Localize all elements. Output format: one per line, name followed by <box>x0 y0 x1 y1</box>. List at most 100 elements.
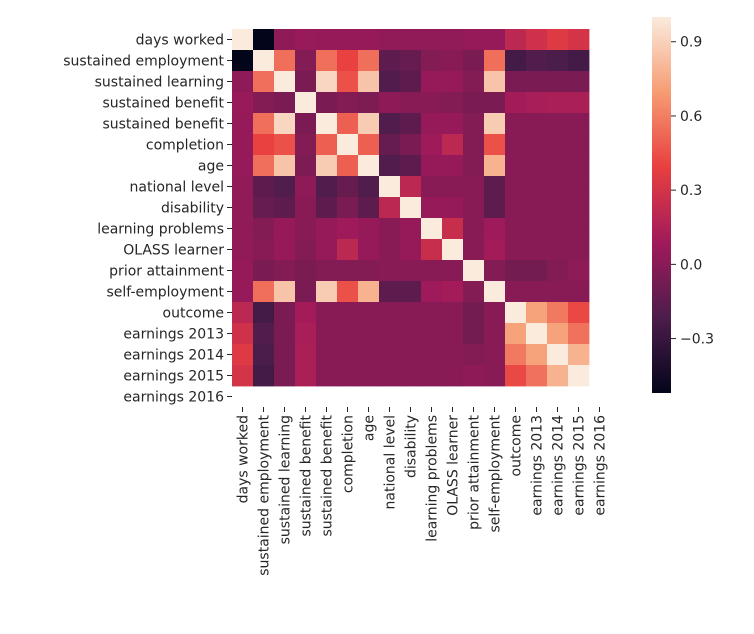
heatmap-cell <box>274 50 296 72</box>
heatmap-cell <box>400 113 422 135</box>
heatmap-cell <box>463 239 485 261</box>
row-tick-label: national level <box>130 180 224 196</box>
heatmap-cell <box>421 344 443 366</box>
heatmap-cell <box>316 176 338 198</box>
heatmap-cell <box>463 260 485 282</box>
heatmap-cell <box>505 365 527 387</box>
row-tick-label: earnings 2013 <box>123 327 224 343</box>
heatmap-cell <box>526 155 548 177</box>
heatmap-cell <box>400 281 422 303</box>
column-tick-label: earnings 2016 <box>593 415 609 516</box>
heatmap-cell <box>253 323 275 345</box>
heatmap-cell <box>274 302 296 324</box>
heatmap-cell <box>358 176 380 198</box>
heatmap-cell <box>568 323 590 345</box>
heatmap-cell <box>253 197 275 219</box>
row-tick-label: sustained benefit <box>102 96 224 112</box>
heatmap-cell <box>400 365 422 387</box>
colorbar-tick-label: 0.6 <box>680 109 702 125</box>
heatmap-cell <box>547 260 569 282</box>
heatmap-cell <box>526 302 548 324</box>
heatmap-cell <box>232 260 254 282</box>
heatmap-cell <box>295 176 317 198</box>
heatmap-cell <box>505 71 527 93</box>
heatmap-cell <box>253 71 275 93</box>
heatmap-cell <box>337 302 359 324</box>
heatmap-cell <box>379 365 401 387</box>
heatmap-cell <box>253 176 275 198</box>
heatmap-cell <box>337 197 359 219</box>
heatmap-cell <box>463 176 485 198</box>
heatmap-cell <box>442 29 464 51</box>
heatmap-cell <box>463 71 485 93</box>
heatmap-cell <box>568 176 590 198</box>
heatmap-cell <box>358 260 380 282</box>
heatmap-cell <box>295 344 317 366</box>
heatmap-cell <box>421 134 443 156</box>
row-tick-label: age <box>198 159 224 175</box>
heatmap-cell <box>442 197 464 219</box>
heatmap-cell <box>442 239 464 261</box>
heatmap-cell <box>274 281 296 303</box>
heatmap-cell <box>505 176 527 198</box>
row-tick-label: sustained learning <box>95 75 224 91</box>
column-tick-label: self-employment <box>488 415 504 533</box>
heatmap-cell <box>463 302 485 324</box>
heatmap-cell <box>568 134 590 156</box>
heatmap-cell <box>253 218 275 240</box>
heatmap-cell <box>295 281 317 303</box>
heatmap-cell <box>295 29 317 51</box>
heatmap-cell <box>421 155 443 177</box>
heatmap-cell <box>526 218 548 240</box>
column-tick-label: completion <box>341 415 357 493</box>
heatmap-cell <box>463 344 485 366</box>
heatmap-cell <box>568 344 590 366</box>
heatmap-cell <box>316 113 338 135</box>
heatmap-cell <box>463 92 485 114</box>
heatmap-cell <box>379 29 401 51</box>
heatmap-cell <box>547 134 569 156</box>
heatmap-cell <box>274 176 296 198</box>
heatmap-cell <box>295 113 317 135</box>
column-tick-label: sustained benefit <box>320 415 336 537</box>
heatmap-cell <box>379 113 401 135</box>
heatmap-cell <box>379 323 401 345</box>
heatmap-cell <box>568 71 590 93</box>
heatmap-cell <box>484 155 506 177</box>
heatmap-cell <box>337 155 359 177</box>
heatmap-cell <box>568 281 590 303</box>
heatmap-cell <box>379 344 401 366</box>
heatmap-cell <box>274 239 296 261</box>
heatmap-cell <box>484 302 506 324</box>
heatmap-cell <box>568 260 590 282</box>
heatmap-cell <box>568 239 590 261</box>
heatmap-cell <box>400 260 422 282</box>
heatmap-cell <box>568 92 590 114</box>
heatmap-cell <box>505 50 527 72</box>
row-tick-label: disability <box>161 201 224 217</box>
heatmap-cell <box>232 134 254 156</box>
heatmap-cell <box>358 92 380 114</box>
heatmap-cell <box>526 176 548 198</box>
colorbar-tick-label: −0.3 <box>680 332 714 348</box>
heatmap-cell <box>316 281 338 303</box>
heatmap-cell <box>568 218 590 240</box>
heatmap-cell <box>274 134 296 156</box>
heatmap-cell <box>337 176 359 198</box>
heatmap-cell <box>358 50 380 72</box>
column-tick-labels: days worked sustained employment sustained… <box>236 407 609 576</box>
heatmap-cell <box>505 281 527 303</box>
column-tick-label: prior attainment <box>467 415 483 530</box>
column-tick-label: sustained learning <box>278 415 294 544</box>
heatmap-cell <box>379 260 401 282</box>
row-tick-label: sustained employment <box>63 54 224 70</box>
heatmap-cell <box>316 71 338 93</box>
heatmap-cell <box>400 176 422 198</box>
heatmap-cell <box>421 50 443 72</box>
heatmap-cell <box>253 344 275 366</box>
column-tick-label: age <box>362 415 378 441</box>
heatmap-cell <box>421 176 443 198</box>
heatmap-cell <box>358 302 380 324</box>
heatmap-cell <box>232 344 254 366</box>
